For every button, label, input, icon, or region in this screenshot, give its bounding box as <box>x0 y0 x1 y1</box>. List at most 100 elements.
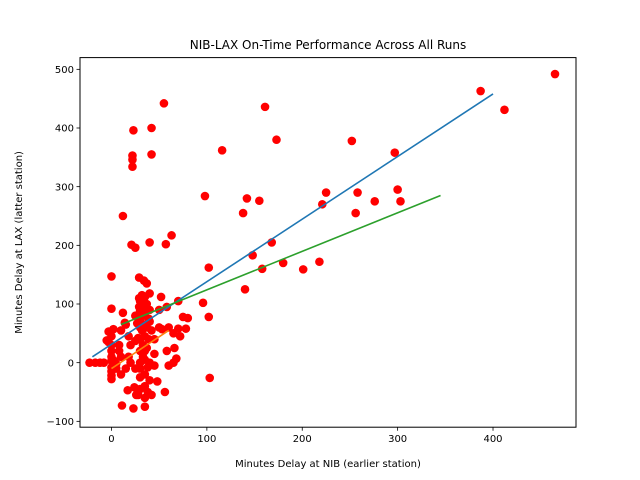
data-point <box>353 188 362 197</box>
data-point <box>152 377 162 386</box>
data-point <box>145 289 154 298</box>
data-point <box>129 404 138 413</box>
y-tick-label: 300 <box>55 182 74 193</box>
data-point <box>164 323 174 332</box>
chart-title: NIB-LAX On-Time Performance Across All R… <box>190 38 466 52</box>
data-point <box>114 340 124 350</box>
data-point <box>173 324 183 333</box>
data-point <box>117 401 127 410</box>
data-point <box>116 352 126 362</box>
data-point <box>107 304 116 313</box>
data-point <box>390 148 400 157</box>
y-axis-label: Minutes Delay at LAX (latter station) <box>14 151 25 334</box>
data-point <box>145 317 154 326</box>
data-point <box>145 238 154 247</box>
data-point <box>255 196 264 206</box>
data-point <box>204 312 214 322</box>
data-point <box>156 292 166 302</box>
data-point <box>272 135 281 145</box>
data-point <box>217 145 227 155</box>
x-tick-label: 0 <box>108 434 114 445</box>
data-point <box>315 257 324 267</box>
data-point <box>129 126 138 135</box>
y-tick-label: 500 <box>55 65 74 76</box>
data-point <box>159 99 169 108</box>
data-point <box>99 358 109 367</box>
data-point <box>128 162 137 172</box>
data-point <box>160 387 170 397</box>
data-point <box>321 188 331 197</box>
data-point <box>205 373 215 383</box>
data-point <box>351 208 360 218</box>
data-point <box>140 370 150 379</box>
data-point <box>242 194 252 203</box>
data-point <box>204 263 214 272</box>
fit-line <box>120 194 441 326</box>
axes-frame <box>79 57 577 428</box>
plot-area <box>85 69 560 413</box>
data-point <box>121 364 131 373</box>
data-point <box>298 265 308 274</box>
data-point <box>500 105 509 115</box>
y-tick-label: 400 <box>55 124 74 135</box>
data-point <box>123 385 132 395</box>
data-point <box>147 326 156 335</box>
data-point <box>147 390 156 400</box>
data-point <box>128 155 137 164</box>
data-point <box>347 136 357 146</box>
fit-line <box>91 93 494 358</box>
data-point <box>118 211 128 221</box>
data-point <box>550 69 560 79</box>
data-point <box>183 313 193 323</box>
data-point <box>109 324 118 334</box>
data-point <box>131 243 140 252</box>
data-point <box>135 364 145 373</box>
data-point <box>181 324 191 333</box>
x-tick-label: 100 <box>197 434 216 445</box>
data-point <box>162 346 172 356</box>
data-point <box>126 358 135 367</box>
data-point <box>370 197 380 206</box>
data-point <box>260 102 270 112</box>
data-point <box>167 231 176 240</box>
data-point <box>238 208 248 218</box>
data-point <box>200 191 210 201</box>
data-point <box>278 258 288 268</box>
data-point <box>317 199 327 209</box>
x-tick-label: 200 <box>293 434 312 445</box>
data-point <box>140 402 150 411</box>
data-point <box>396 197 405 206</box>
axis-ticks: 0 100 200 300 400 −100 0 100 200 300 400 500 <box>47 65 503 445</box>
data-point <box>476 86 485 96</box>
data-point <box>198 298 208 308</box>
x-tick-label: 300 <box>388 434 407 445</box>
data-point <box>157 324 167 334</box>
x-axis-label: Minutes Delay at NIB (earlier station) <box>235 459 421 470</box>
data-point <box>107 331 116 341</box>
data-point <box>161 239 171 249</box>
y-tick-label: 100 <box>55 300 74 311</box>
data-point <box>150 349 159 359</box>
data-point <box>147 123 156 133</box>
data-point <box>118 308 128 318</box>
fit-line <box>111 329 170 370</box>
data-point <box>170 343 179 353</box>
data-point <box>172 354 181 363</box>
data-point <box>147 150 156 159</box>
data-point <box>107 272 116 281</box>
data-point <box>107 374 116 384</box>
data-point <box>116 370 126 379</box>
data-point <box>145 375 154 385</box>
x-tick-label: 400 <box>483 434 502 445</box>
data-point <box>116 326 126 335</box>
y-tick-label: 200 <box>55 241 74 252</box>
data-point <box>150 361 159 370</box>
data-point <box>240 285 250 294</box>
y-tick-label: −100 <box>47 417 74 428</box>
y-tick-label: 0 <box>68 358 74 369</box>
data-point <box>393 185 402 194</box>
data-point <box>142 279 152 288</box>
data-point <box>175 331 185 341</box>
